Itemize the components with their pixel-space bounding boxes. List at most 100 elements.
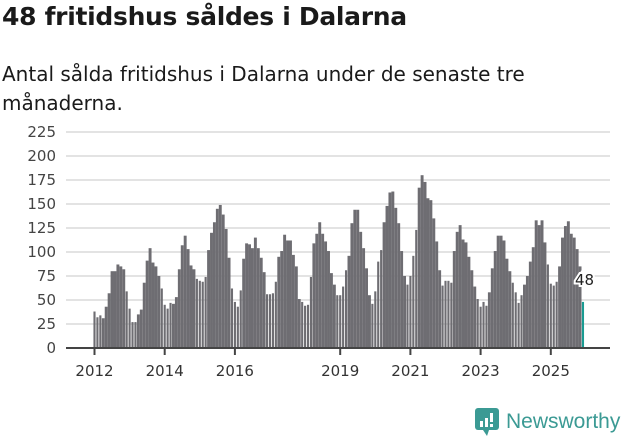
- bar: [470, 270, 474, 348]
- bar: [180, 245, 184, 348]
- bar: [452, 251, 456, 348]
- bar: [438, 270, 442, 348]
- bar: [578, 266, 582, 348]
- bar: [321, 233, 325, 348]
- bar: [534, 220, 538, 348]
- x-axis: 2012 2014 2016 2019 2021 2023 2025: [75, 348, 570, 380]
- bar: [96, 317, 99, 348]
- bar: [441, 285, 444, 348]
- bar: [332, 284, 336, 348]
- bar: [467, 256, 471, 348]
- bar: [104, 306, 108, 348]
- bar: [525, 276, 529, 348]
- bar: [289, 240, 292, 348]
- bar: [423, 181, 427, 348]
- bars: [93, 175, 585, 348]
- bar: [253, 237, 257, 348]
- bar: [268, 294, 272, 348]
- bar: [447, 280, 450, 348]
- bar: [406, 284, 409, 348]
- bar: [476, 299, 479, 348]
- x-tick-label: 2014: [146, 362, 184, 380]
- bar: [259, 257, 263, 348]
- bar: [329, 273, 333, 348]
- bar: [426, 198, 430, 348]
- bar: [514, 292, 517, 348]
- bar: [142, 282, 146, 348]
- y-tick-label: 175: [27, 171, 56, 189]
- bar: [297, 299, 301, 348]
- bar: [198, 280, 201, 348]
- bar: [306, 304, 310, 348]
- bar: [473, 286, 477, 348]
- bar: [380, 250, 383, 348]
- bar: [134, 322, 137, 348]
- bar: [154, 266, 158, 348]
- bar: [374, 291, 377, 348]
- bar: [183, 235, 187, 348]
- bar: [400, 251, 404, 348]
- y-tick-label: 75: [37, 267, 56, 285]
- bar: [274, 281, 277, 348]
- bar: [131, 322, 134, 348]
- bar: [324, 241, 328, 348]
- logo-text: Newsworthy: [506, 410, 621, 433]
- y-axis: 0 25 50 75 100 125 150 175 200 225: [27, 123, 56, 357]
- bar: [388, 192, 392, 348]
- bar: [487, 292, 491, 348]
- bar: [186, 249, 190, 348]
- bar: [575, 249, 579, 348]
- bar: [356, 209, 360, 348]
- bar: [479, 306, 482, 348]
- bar: [280, 251, 284, 348]
- bar: [125, 291, 128, 348]
- last-value-annotation: 48: [573, 269, 596, 291]
- bar: [210, 232, 213, 348]
- bar: [266, 294, 269, 348]
- bar: [429, 200, 433, 348]
- bar: [353, 209, 357, 348]
- bar: [212, 222, 216, 348]
- x-tick-label: 2012: [75, 362, 113, 380]
- bar: [107, 293, 111, 348]
- bar: [315, 233, 319, 348]
- bar: [385, 205, 389, 348]
- y-tick-label: 225: [27, 123, 56, 141]
- bar: [482, 301, 485, 348]
- bar: [537, 225, 541, 348]
- bar: [93, 311, 96, 348]
- bar: [350, 223, 354, 348]
- bar: [455, 231, 459, 348]
- bar: [347, 255, 351, 348]
- bar: [101, 318, 105, 348]
- bar: [523, 284, 526, 348]
- bar: [174, 297, 178, 348]
- bar: [201, 281, 204, 348]
- bar: [359, 231, 363, 348]
- bar: [250, 248, 254, 348]
- bar: [549, 283, 552, 348]
- bar: [531, 247, 535, 348]
- bar: [432, 218, 436, 348]
- bar: [227, 257, 231, 348]
- bar: [301, 301, 304, 348]
- bar: [499, 235, 503, 348]
- y-tick-label: 25: [37, 315, 56, 333]
- x-tick-label: 2021: [391, 362, 429, 380]
- bar: [169, 302, 172, 348]
- bar: [444, 280, 447, 348]
- y-tick-label: 0: [46, 339, 56, 357]
- chart-title: 48 fritidshus såldes i Dalarna: [2, 2, 407, 31]
- bar: [309, 276, 313, 348]
- bar: [420, 175, 424, 348]
- bar: [367, 295, 371, 348]
- bar: [493, 251, 497, 348]
- bar: [362, 248, 366, 348]
- bar: [248, 244, 251, 348]
- bar: [224, 228, 228, 348]
- bar: [113, 271, 117, 348]
- bar: [327, 251, 330, 348]
- bar: [122, 269, 126, 348]
- bar: [382, 222, 386, 348]
- bar: [339, 295, 342, 348]
